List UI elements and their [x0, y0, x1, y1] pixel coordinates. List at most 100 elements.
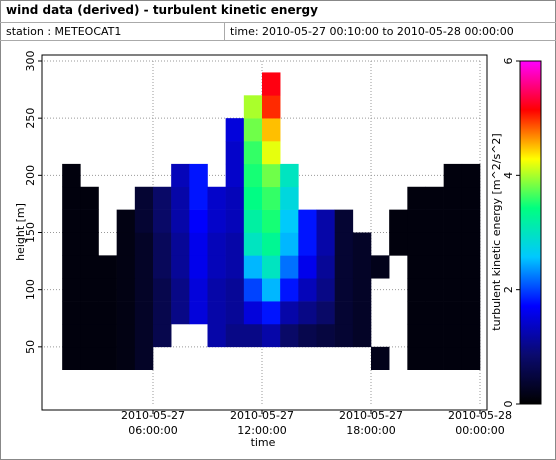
heat-cell — [407, 255, 426, 279]
heat-cell — [298, 209, 317, 233]
heat-cell — [153, 278, 172, 302]
heat-cell — [80, 278, 99, 302]
heat-cell — [171, 255, 190, 279]
y-tick-label: 250 — [24, 108, 37, 129]
heat-cell — [116, 255, 136, 279]
heat-cell — [225, 209, 245, 233]
heat-cell — [262, 141, 281, 165]
colorbar — [519, 60, 542, 405]
heat-cell — [262, 323, 281, 348]
heat-cell — [189, 163, 208, 188]
heat-cell — [116, 301, 136, 325]
heat-cell — [407, 232, 426, 256]
heat-cell — [443, 301, 463, 325]
heat-cell — [443, 255, 463, 279]
heat-cell — [80, 346, 99, 370]
heat-cell — [280, 232, 299, 256]
x-tick-date: 2010-05-28 — [448, 409, 512, 422]
heat-cell — [98, 301, 117, 325]
y-tick-label: 150 — [24, 222, 37, 243]
heat-cell — [407, 209, 426, 233]
heat-cell — [461, 232, 481, 256]
heat-cell — [262, 232, 281, 256]
heat-cell — [407, 346, 426, 370]
heat-cell — [461, 163, 481, 188]
heat-cell — [407, 278, 426, 302]
heat-cell — [461, 278, 481, 302]
heat-cell — [443, 232, 463, 256]
heat-cell — [207, 209, 226, 233]
heat-cell — [134, 301, 154, 325]
heat-cell — [407, 186, 426, 210]
heat-cell — [371, 255, 390, 279]
heat-cell — [80, 301, 99, 325]
heat-cell — [243, 95, 263, 119]
heat-cell — [316, 323, 335, 348]
heat-cell — [443, 186, 463, 210]
heat-cell — [443, 163, 463, 188]
heat-cell — [316, 255, 335, 279]
heat-cell — [225, 278, 245, 302]
heat-cell — [62, 278, 81, 302]
heat-cell — [134, 186, 154, 210]
heat-cell — [443, 323, 463, 348]
heat-cell — [262, 186, 281, 210]
heat-cell — [225, 163, 245, 188]
heat-cell — [334, 278, 354, 302]
heat-cell — [243, 163, 263, 188]
heat-cell — [153, 301, 172, 325]
heat-cell — [134, 255, 154, 279]
x-tick-time: 06:00:00 — [128, 424, 177, 437]
heat-cell — [243, 301, 263, 325]
heat-cell — [334, 209, 354, 233]
y-tick-label: 200 — [24, 165, 37, 186]
period: time: 2010-05-27 00:10:00 to 2010-05-28 … — [230, 25, 514, 38]
heat-cell — [352, 278, 372, 302]
heat-cell — [62, 323, 81, 348]
heat-cell — [225, 118, 245, 142]
heat-cell — [98, 346, 117, 370]
heat-cell — [207, 278, 226, 302]
heat-cell — [443, 346, 463, 370]
heat-cell — [98, 278, 117, 302]
heat-cell — [189, 301, 208, 325]
heat-cell — [280, 163, 299, 188]
heat-cell — [116, 278, 136, 302]
x-tick-date: 2010-05-27 — [339, 409, 403, 422]
heat-cell — [461, 346, 481, 370]
heat-cell — [80, 255, 99, 279]
heat-cell — [62, 209, 81, 233]
heat-cell — [262, 278, 281, 302]
heat-cell — [153, 323, 172, 348]
heat-cell — [207, 323, 226, 348]
heat-cell — [207, 232, 226, 256]
heat-cell — [189, 232, 208, 256]
heat-cell — [243, 141, 263, 165]
heat-cell — [80, 186, 99, 210]
heat-cell — [262, 255, 281, 279]
heat-cell — [243, 186, 263, 210]
heat-cell — [243, 232, 263, 256]
heat-cell — [280, 301, 299, 325]
heat-cell — [461, 209, 481, 233]
heat-cell — [243, 278, 263, 302]
y-tick-label: 300 — [24, 51, 37, 72]
heat-cell — [243, 209, 263, 233]
heat-cell — [280, 209, 299, 233]
heat-cell — [62, 163, 81, 188]
heat-cell — [443, 209, 463, 233]
heat-cell — [62, 232, 81, 256]
heat-cell — [298, 255, 317, 279]
heat-cell — [171, 301, 190, 325]
heat-cell — [425, 232, 444, 256]
heat-cell — [98, 255, 117, 279]
heat-cell — [116, 323, 136, 348]
heat-cell — [298, 323, 317, 348]
heat-cell — [207, 255, 226, 279]
y-axis-label: height [m] — [14, 203, 27, 261]
heat-cell — [62, 186, 81, 210]
heat-cell — [262, 163, 281, 188]
heat-cell — [189, 255, 208, 279]
heat-cell — [171, 163, 190, 188]
heat-cell — [207, 301, 226, 325]
